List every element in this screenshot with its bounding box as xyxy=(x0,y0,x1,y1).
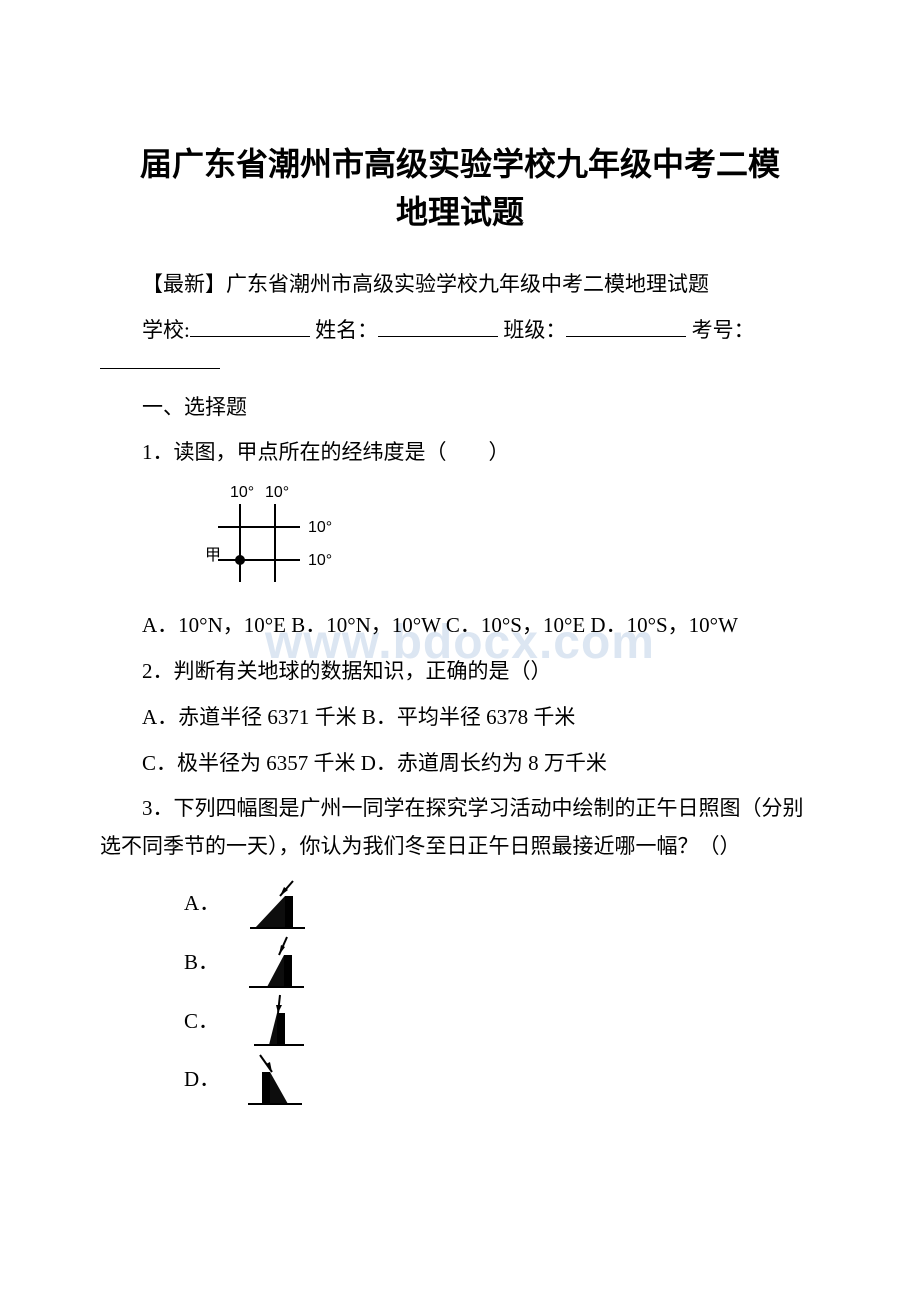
school-label: 学校: xyxy=(142,318,190,342)
q3-d-diagram xyxy=(230,1052,310,1107)
q1-options: A．10°N，10°E B．10°N，10°W C．10°S，10°E D．10… xyxy=(100,607,820,645)
name-blank xyxy=(378,316,498,337)
q3-option-c: C． xyxy=(100,992,820,1051)
id-blank xyxy=(100,368,220,369)
q3-a-label: A． xyxy=(142,874,220,933)
q1-label-right-upper: 10° xyxy=(308,519,332,536)
q3-c-label: C． xyxy=(142,992,219,1051)
id-label: 考号： xyxy=(692,318,755,342)
title-line-2: 地理试题 xyxy=(396,194,524,230)
q3-option-b: B． xyxy=(100,933,820,992)
q1-label-point: 甲 xyxy=(205,547,221,564)
title-line-1: 届广东省潮州市高级实验学校九年级中考二模 xyxy=(140,146,780,182)
class-blank xyxy=(566,316,686,337)
q3-option-d: D． xyxy=(100,1050,820,1109)
q2-options-1: A．赤道半径 6371 千米 B．平均半径 6378 千米 xyxy=(100,699,820,737)
q3-a-diagram xyxy=(230,876,310,931)
page-content: 届广东省潮州市高级实验学校九年级中考二模 地理试题 【最新】广东省潮州市高级实验… xyxy=(100,140,820,1109)
q3-b-diagram xyxy=(229,935,309,990)
q3-text: 3．下列四幅图是广州一同学在探究学习活动中绘制的正午日照图（分别选不同季节的一天… xyxy=(100,790,820,866)
q1-label-top-left: 10° xyxy=(230,484,254,501)
q3-d-label: D． xyxy=(142,1050,220,1109)
q1-text: 1．读图，甲点所在的经纬度是（ ） xyxy=(100,434,820,472)
form-line: 学校: 姓名： 班级： 考号： xyxy=(100,312,820,350)
class-label: 班级： xyxy=(503,318,566,342)
q1-diagram: 10° 10° 10° 10° 甲 xyxy=(200,482,820,597)
q1-label-right-lower: 10° xyxy=(308,552,332,569)
page-title: 届广东省潮州市高级实验学校九年级中考二模 地理试题 xyxy=(100,140,820,236)
section-heading: 一、选择题 xyxy=(100,389,820,427)
q3-c-diagram xyxy=(229,993,309,1048)
q2-options-2: C．极半径为 6357 千米 D．赤道周长约为 8 万千米 xyxy=(100,745,820,783)
q2-text: 2．判断有关地球的数据知识，正确的是（） xyxy=(100,653,820,691)
name-label: 姓名： xyxy=(315,318,378,342)
school-blank xyxy=(190,316,310,337)
subtitle: 【最新】广东省潮州市高级实验学校九年级中考二模地理试题 xyxy=(100,266,820,304)
q3-option-a: A． xyxy=(100,874,820,933)
q1-label-top-right: 10° xyxy=(265,484,289,501)
q3-b-label: B． xyxy=(142,933,219,992)
